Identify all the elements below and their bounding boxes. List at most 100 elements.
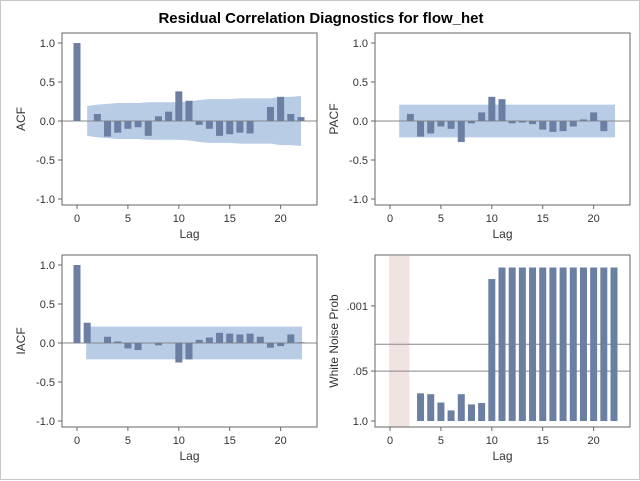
bar-lag-4 (114, 341, 121, 343)
bar-lag-21 (600, 268, 607, 421)
bar-lag-3 (104, 121, 111, 137)
bar-lag-16 (236, 334, 243, 343)
bar-lag-22 (611, 268, 618, 421)
y-tick-label: .05 (353, 366, 368, 378)
bar-lag-10 (175, 91, 182, 121)
x-axis-label: Lag (492, 449, 512, 463)
bar-lag-22 (298, 342, 305, 343)
bar-lag-13 (206, 121, 213, 129)
bar-lag-18 (570, 121, 577, 126)
y-tick-label: 0.0 (353, 116, 368, 128)
bar-lag-16 (236, 121, 243, 133)
bar-lag-0 (74, 265, 81, 343)
bar-lag-8 (155, 116, 162, 121)
bar-lag-12 (196, 340, 203, 343)
bar-lag-11 (186, 101, 193, 121)
bar-lag-2 (94, 114, 101, 121)
bar-lag-6 (135, 121, 142, 127)
bar-lag-15 (226, 121, 233, 134)
y-tick-label: 0.5 (353, 77, 368, 89)
bar-lag-4 (427, 121, 434, 133)
bar-lag-16 (549, 121, 556, 132)
bar-lag-17 (560, 268, 567, 421)
y-tick-label: 0.5 (40, 77, 55, 89)
x-axis-label: Lag (492, 227, 512, 241)
bar-lag-20 (590, 112, 597, 121)
y-tick-label: 1.0 (353, 416, 368, 428)
bar-lag-5 (437, 121, 444, 126)
bar-lag-2 (407, 114, 414, 121)
x-tick-label: 5 (125, 435, 131, 447)
y-axis-label: PACF (327, 103, 341, 134)
y-axis-label: IACF (14, 327, 28, 354)
x-tick-label: 10 (173, 213, 185, 225)
y-tick-label: 0.0 (40, 338, 55, 350)
bar-lag-12 (196, 121, 203, 125)
bar-lag-19 (267, 343, 274, 348)
bar-lag-19 (580, 119, 587, 121)
bar-lag-3 (104, 337, 111, 343)
bar-lag-19 (267, 107, 274, 121)
bar-lag-10 (175, 343, 182, 363)
y-tick-label: -1.0 (349, 194, 368, 206)
bar-lag-19 (580, 268, 587, 421)
bar-lag-14 (529, 268, 536, 421)
bar-lag-17 (560, 121, 567, 131)
bar-lag-17 (247, 334, 254, 343)
bar-lag-6 (135, 343, 142, 350)
bar-lag-7 (458, 394, 465, 421)
bar-lag-10 (488, 279, 495, 421)
bar-lag-13 (519, 121, 526, 123)
bar-lag-17 (247, 121, 254, 133)
bar-lag-13 (206, 338, 213, 343)
bar-lag-20 (277, 97, 284, 121)
bar-lag-8 (155, 343, 162, 345)
bar-lag-12 (509, 268, 516, 421)
bar-lag-0 (74, 43, 81, 121)
y-tick-label: 0.0 (40, 116, 55, 128)
bar-lag-7 (145, 121, 152, 136)
x-tick-label: 0 (387, 213, 393, 225)
bar-lag-11 (186, 343, 193, 359)
x-tick-label: 20 (275, 435, 287, 447)
bar-lag-13 (519, 268, 526, 421)
x-tick-label: 5 (125, 213, 131, 225)
bar-lag-15 (226, 334, 233, 343)
x-tick-label: 0 (74, 213, 80, 225)
bar-lag-14 (216, 333, 223, 343)
y-tick-label: -1.0 (36, 194, 55, 206)
bar-lag-20 (277, 343, 284, 346)
y-tick-label: 1.0 (40, 38, 55, 50)
bar-lag-9 (478, 403, 485, 421)
y-tick-label: 1.0 (353, 38, 368, 50)
x-tick-label: 10 (173, 435, 185, 447)
y-tick-label: -0.5 (36, 155, 55, 167)
bar-lag-18 (257, 337, 264, 343)
x-tick-label: 15 (537, 213, 549, 225)
bar-lag-3 (417, 393, 424, 421)
y-tick-label: .001 (347, 301, 368, 313)
x-tick-label: 0 (74, 435, 80, 447)
bar-lag-4 (114, 121, 121, 133)
bar-lag-5 (437, 403, 444, 421)
y-tick-label: 0.5 (40, 299, 55, 311)
x-tick-label: 20 (588, 213, 600, 225)
bar-lag-21 (287, 334, 294, 343)
bar-lag-15 (539, 268, 546, 421)
bar-lag-1 (84, 323, 91, 343)
x-tick-label: 15 (224, 213, 236, 225)
bar-lag-7 (458, 121, 465, 142)
y-axis-label: ACF (14, 107, 28, 131)
x-axis-label: Lag (179, 449, 199, 463)
bar-lag-15 (539, 121, 546, 130)
bar-lag-20 (590, 268, 597, 421)
bar-lag-14 (529, 121, 536, 124)
bar-lag-9 (165, 112, 172, 121)
x-tick-label: 20 (275, 213, 287, 225)
